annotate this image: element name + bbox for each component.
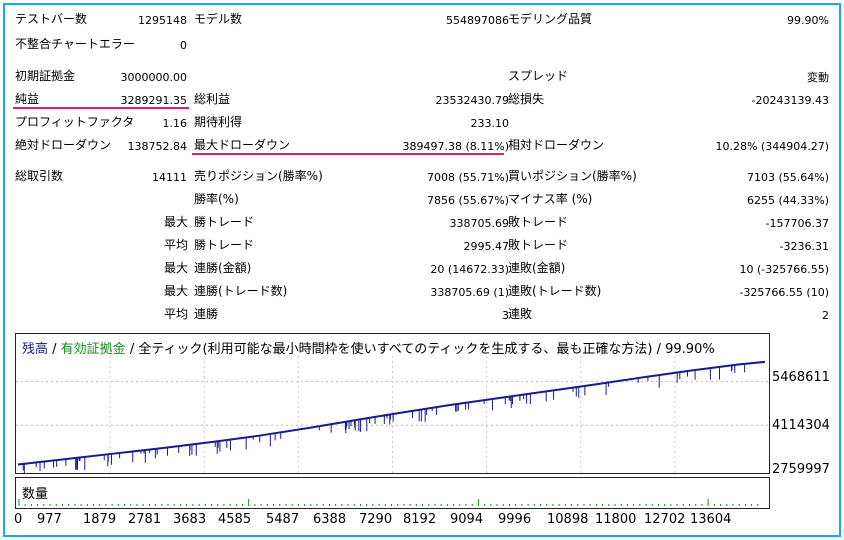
x-tick-label: 11800 — [595, 512, 637, 527]
win-rate-label: 勝率(%) — [194, 192, 239, 206]
x-tick-label: 10898 — [547, 512, 589, 527]
total-trades-value: 14111 — [152, 171, 187, 184]
profit-factor-value: 1.16 — [162, 117, 188, 130]
legend-balance: 残高 — [22, 342, 49, 357]
gross-loss-value: -20243139.43 — [751, 94, 829, 107]
short-positions-label: 売りポジション(勝率%) — [194, 169, 323, 183]
max-consec-count-prefix: 最大 — [164, 284, 189, 298]
avg-consec-prefix: 平均 — [164, 307, 189, 321]
legend-sep: / — [48, 342, 61, 357]
largest-loss-value: -157706.37 — [765, 217, 829, 230]
largest-loss-label: 敗トレード — [508, 215, 569, 229]
spread-value: 変動 — [807, 71, 829, 84]
max-drawdown-underline — [192, 153, 504, 155]
avg-win-value: 2995.47 — [463, 240, 510, 253]
x-tick-label: 9094 — [450, 512, 484, 527]
x-tick-label: 0 — [14, 512, 23, 527]
abs-drawdown-value: 138752.84 — [127, 140, 188, 153]
avg-consec-losses-value: 2 — [822, 309, 829, 322]
modeling-quality-label: モデリング品質 — [508, 12, 593, 26]
models-value: 554897086 — [446, 14, 509, 27]
test-bars-label: テストバー数 — [15, 12, 88, 26]
gross-loss-label: 総損失 — [508, 92, 545, 106]
x-tick-label: 2781 — [128, 512, 162, 527]
x-tick-label: 8192 — [403, 512, 437, 527]
balance-line — [17, 360, 766, 466]
avg-loss-label: 敗トレード — [508, 238, 569, 252]
loss-rate-label: マイナス率 (%) — [508, 192, 593, 206]
rel-drawdown-value: 10.28% (344904.27) — [715, 140, 829, 153]
expected-payoff-value: 233.10 — [470, 117, 510, 130]
x-tick-label: 13604 — [690, 512, 732, 527]
max-consec-losses-money-label: 連敗(金額) — [508, 261, 566, 275]
profit-factor-label: プロフィットファクタ — [15, 115, 135, 129]
rel-drawdown-label: 相対ドローダウン — [508, 138, 605, 152]
initial-deposit-label: 初期証拠金 — [15, 69, 76, 83]
x-tick-label: 3683 — [173, 512, 207, 527]
legend-equity: 有効証拠金 — [60, 342, 126, 357]
x-tick-label: 5487 — [266, 512, 300, 527]
volume-label: 数量 — [22, 487, 49, 502]
short-positions-value: 7008 (55.71%) — [426, 171, 509, 184]
x-tick-label: 6388 — [313, 512, 347, 527]
modeling-quality-value: 99.90% — [787, 14, 829, 27]
gross-profit-label: 総利益 — [194, 92, 231, 106]
max-drawdown-label: 最大ドローダウン — [194, 138, 291, 152]
balance-chart: 残高 / 有効証拠金 / 全ティック(利用可能な最小時間枠を使いすべてのティック… — [15, 333, 770, 474]
largest-prefix: 最大 — [164, 215, 189, 229]
max-consec-losses-money-value: 10 (-325766.55) — [739, 263, 829, 276]
x-tick-label: 9996 — [498, 512, 532, 527]
avg-consec-wins-label: 連勝 — [194, 307, 219, 321]
avg-win-label: 勝トレード — [194, 238, 255, 252]
spread-label: スプレッド — [508, 69, 569, 83]
max-consec-money-prefix: 最大 — [164, 261, 189, 275]
net-profit-underline — [13, 107, 189, 109]
max-consec-wins-money-label: 連勝(金額) — [194, 261, 252, 275]
loss-rate-value: 6255 (44.33%) — [746, 194, 829, 207]
avg-consec-wins-value: 3 — [502, 309, 509, 322]
models-label: モデル数 — [194, 12, 243, 26]
long-positions-label: 買いポジション(勝率%) — [508, 169, 637, 183]
net-profit-label: 純益 — [15, 92, 40, 106]
x-tick-label: 7290 — [359, 512, 393, 527]
largest-win-label: 勝トレード — [194, 215, 255, 229]
mismatch-value: 0 — [180, 39, 187, 52]
max-consec-wins-count-value: 338705.69 (1) — [430, 286, 509, 299]
y-tick-label: 2759997 — [772, 462, 830, 477]
average-prefix: 平均 — [164, 238, 189, 252]
mismatch-label: 不整合チャートエラー — [15, 37, 135, 51]
abs-drawdown-label: 絶対ドローダウン — [15, 138, 112, 152]
test-bars-value: 1295148 — [138, 14, 187, 27]
balance-chart-svg — [16, 356, 769, 473]
x-tick-label: 4585 — [218, 512, 252, 527]
y-tick-label: 5468611 — [772, 370, 830, 385]
long-positions-value: 7103 (55.64%) — [746, 171, 829, 184]
gross-profit-value: 23532430.79 — [435, 94, 509, 107]
max-consec-losses-count-label: 連敗(トレード数) — [508, 284, 602, 298]
legend-description: / 全ティック(利用可能な最小時間枠を使いすべてのティックを生成する、最も正確な… — [125, 342, 715, 357]
x-tick-label: 12702 — [644, 512, 686, 527]
max-drawdown-value: 389497.38 (8.11%) — [402, 140, 509, 153]
expected-payoff-label: 期待利得 — [194, 115, 243, 129]
chart-legend: 残高 / 有効証拠金 / 全ティック(利用可能な最小時間枠を使いすべてのティック… — [22, 338, 715, 357]
max-consec-wins-money-value: 20 (14672.33) — [430, 263, 509, 276]
total-trades-label: 総取引数 — [15, 169, 64, 183]
volume-svg — [18, 499, 759, 506]
initial-deposit-value: 3000000.00 — [120, 71, 187, 84]
x-tick-label: 977 — [37, 512, 62, 527]
avg-loss-value: -3236.31 — [779, 240, 829, 253]
win-rate-value: 7856 (55.67%) — [426, 194, 509, 207]
avg-consec-losses-label: 連敗 — [508, 307, 533, 321]
report-frame: テストバー数 1295148 モデル数 554897086 モデリング品質 99… — [3, 3, 841, 537]
largest-win-value: 338705.69 — [449, 217, 510, 230]
max-consec-losses-count-value: -325766.55 (10) — [739, 286, 829, 299]
x-tick-label: 1879 — [83, 512, 117, 527]
y-tick-label: 4114304 — [772, 418, 830, 433]
net-profit-value: 3289291.35 — [120, 94, 187, 107]
max-consec-wins-count-label: 連勝(トレード数) — [194, 284, 288, 298]
volume-panel: 数量 — [15, 477, 770, 509]
